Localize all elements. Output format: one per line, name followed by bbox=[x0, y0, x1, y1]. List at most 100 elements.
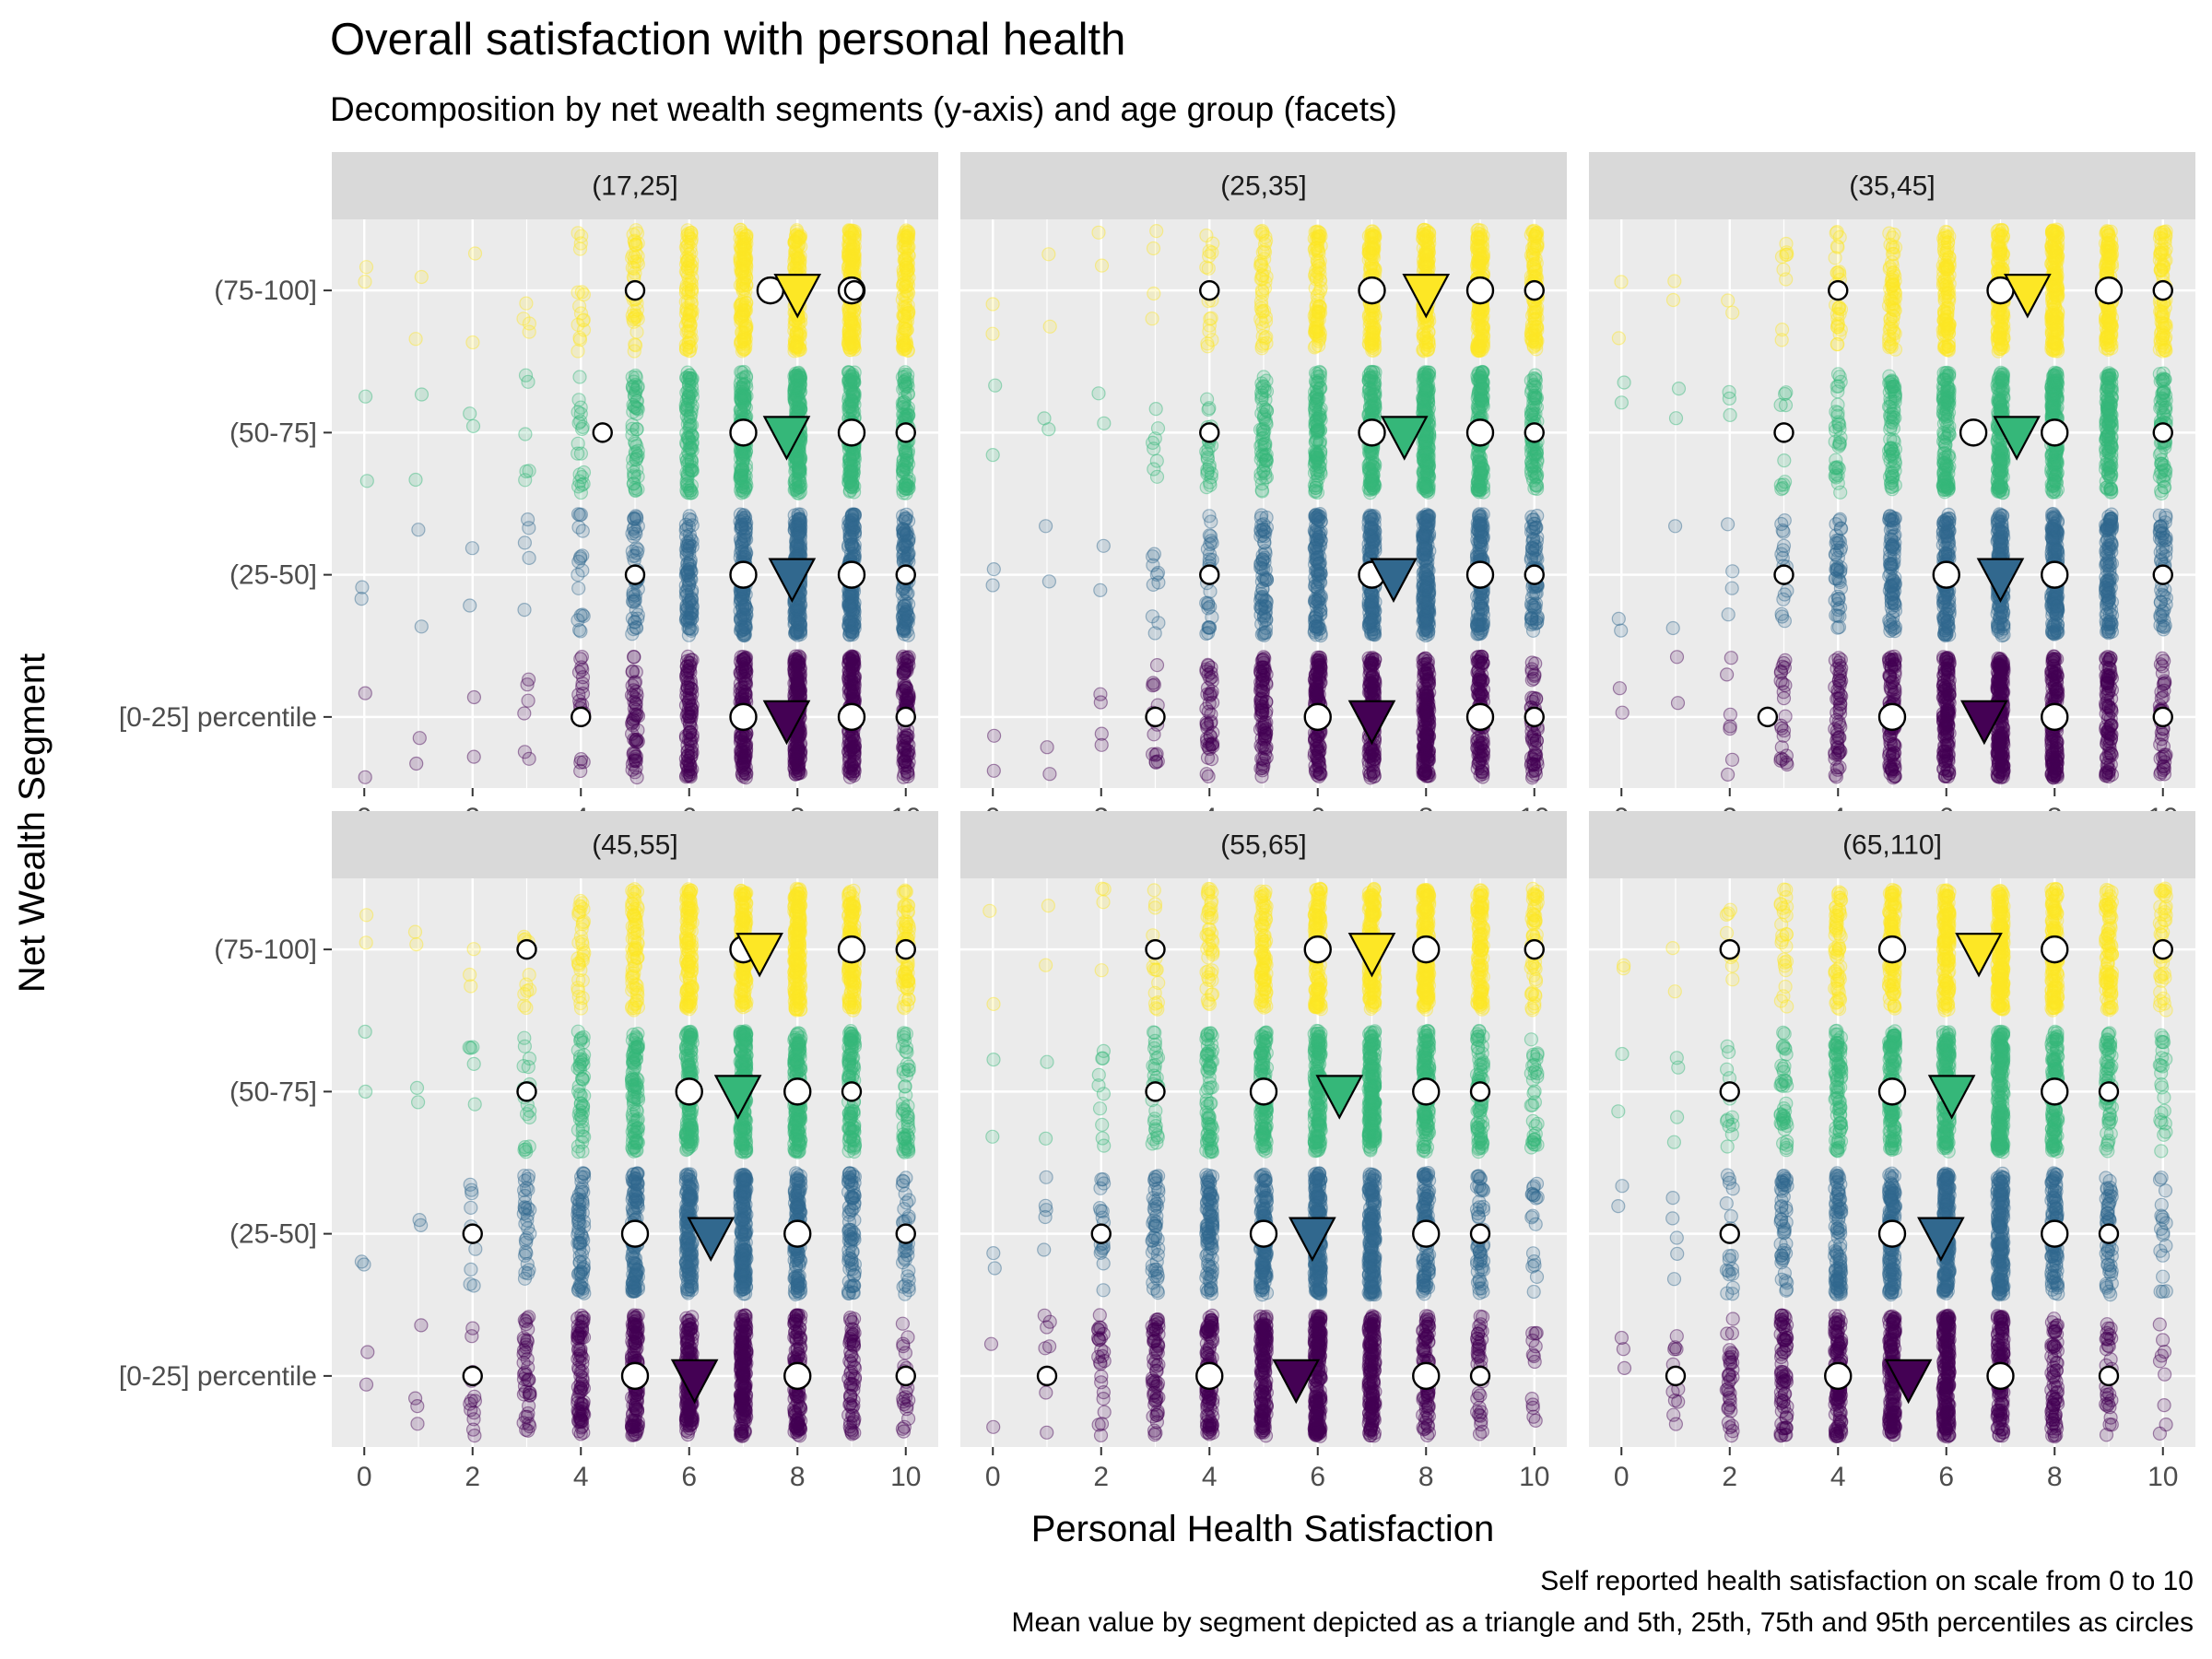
observation-point bbox=[682, 757, 697, 771]
observation-point bbox=[738, 662, 753, 677]
observation-point bbox=[986, 728, 1002, 743]
observation-point bbox=[1151, 575, 1166, 590]
observation-point bbox=[629, 749, 644, 764]
observation-point bbox=[1524, 611, 1539, 626]
observation-point bbox=[522, 751, 536, 766]
observation-point bbox=[516, 312, 531, 326]
observation-point bbox=[900, 765, 915, 780]
observation-point bbox=[628, 310, 642, 324]
observation-point bbox=[683, 658, 698, 673]
observation-point bbox=[683, 409, 698, 425]
observation-point bbox=[681, 284, 696, 299]
observation-point bbox=[680, 712, 695, 727]
observation-point bbox=[684, 734, 699, 748]
observation-point bbox=[680, 690, 695, 706]
observation-point bbox=[683, 770, 698, 784]
observation-point bbox=[572, 370, 587, 384]
observation-point bbox=[626, 718, 641, 733]
p25-marker bbox=[729, 418, 758, 447]
observation-point bbox=[414, 387, 429, 402]
observation-point bbox=[683, 732, 698, 747]
observation-point bbox=[1309, 608, 1324, 623]
observation-point bbox=[626, 712, 641, 728]
observation-point bbox=[355, 580, 370, 594]
observation-point bbox=[520, 677, 535, 692]
observation-point bbox=[683, 764, 699, 780]
observation-point bbox=[683, 750, 698, 765]
observation-point bbox=[518, 427, 533, 441]
p5-marker bbox=[624, 564, 646, 585]
observation-point bbox=[626, 405, 641, 419]
observation-point bbox=[625, 757, 641, 771]
observation-point bbox=[897, 684, 912, 699]
observation-point bbox=[846, 602, 862, 617]
observation-point bbox=[412, 731, 427, 746]
facet-strip-label: (25,35] bbox=[1220, 171, 1306, 202]
observation-point bbox=[679, 757, 694, 771]
observation-point bbox=[988, 378, 1003, 393]
observation-point bbox=[1472, 753, 1487, 768]
observation-point bbox=[520, 512, 535, 527]
observation-point bbox=[517, 745, 533, 759]
observation-point bbox=[573, 755, 588, 770]
observation-point bbox=[628, 733, 643, 748]
observation-point bbox=[625, 664, 640, 678]
observation-point bbox=[1041, 422, 1056, 437]
observation-point bbox=[900, 256, 916, 271]
observation-point bbox=[683, 724, 698, 739]
observation-point bbox=[521, 693, 535, 708]
observation-point bbox=[791, 766, 806, 781]
observation-point bbox=[680, 748, 696, 763]
chart-subtitle: Decomposition by net wealth segments (y-… bbox=[330, 90, 1397, 128]
observation-point bbox=[680, 753, 696, 768]
observation-point bbox=[573, 751, 589, 767]
observation-point bbox=[900, 387, 915, 402]
observation-point bbox=[791, 528, 806, 544]
observation-point bbox=[1041, 574, 1057, 589]
observation-point bbox=[1149, 657, 1165, 673]
observation-point bbox=[1205, 674, 1219, 688]
observation-point bbox=[733, 677, 748, 691]
observation-point bbox=[738, 462, 754, 477]
observation-point bbox=[738, 521, 753, 535]
observation-point bbox=[682, 724, 698, 740]
observation-point bbox=[682, 687, 698, 701]
observation-point bbox=[679, 758, 695, 773]
observation-point bbox=[1040, 740, 1054, 755]
observation-point bbox=[1200, 687, 1215, 701]
observation-point bbox=[684, 681, 700, 697]
observation-point bbox=[733, 735, 748, 749]
observation-point bbox=[738, 739, 753, 754]
observation-point bbox=[896, 327, 911, 342]
observation-point bbox=[1202, 475, 1218, 490]
observation-point bbox=[630, 236, 645, 251]
observation-point bbox=[1311, 543, 1326, 558]
observation-point bbox=[1311, 659, 1325, 674]
observation-point bbox=[629, 702, 643, 717]
observation-point bbox=[733, 665, 747, 680]
p95-marker bbox=[895, 422, 916, 443]
observation-point bbox=[1253, 761, 1268, 776]
observation-point bbox=[679, 653, 695, 669]
observation-point bbox=[678, 668, 694, 683]
observation-point bbox=[680, 680, 695, 695]
observation-point bbox=[897, 306, 912, 322]
observation-point bbox=[1310, 687, 1324, 701]
observation-point bbox=[683, 761, 698, 777]
observation-point bbox=[842, 453, 857, 467]
observation-point bbox=[1254, 627, 1269, 641]
observation-point bbox=[678, 337, 693, 352]
observation-point bbox=[679, 659, 694, 674]
observation-point bbox=[1147, 626, 1162, 641]
observation-point bbox=[736, 762, 751, 778]
observation-point bbox=[626, 688, 641, 704]
observation-point bbox=[1204, 514, 1218, 529]
observation-point bbox=[684, 748, 699, 764]
observation-point bbox=[680, 744, 696, 759]
observation-point bbox=[628, 752, 642, 767]
observation-point bbox=[683, 653, 699, 667]
observation-point bbox=[574, 469, 590, 485]
